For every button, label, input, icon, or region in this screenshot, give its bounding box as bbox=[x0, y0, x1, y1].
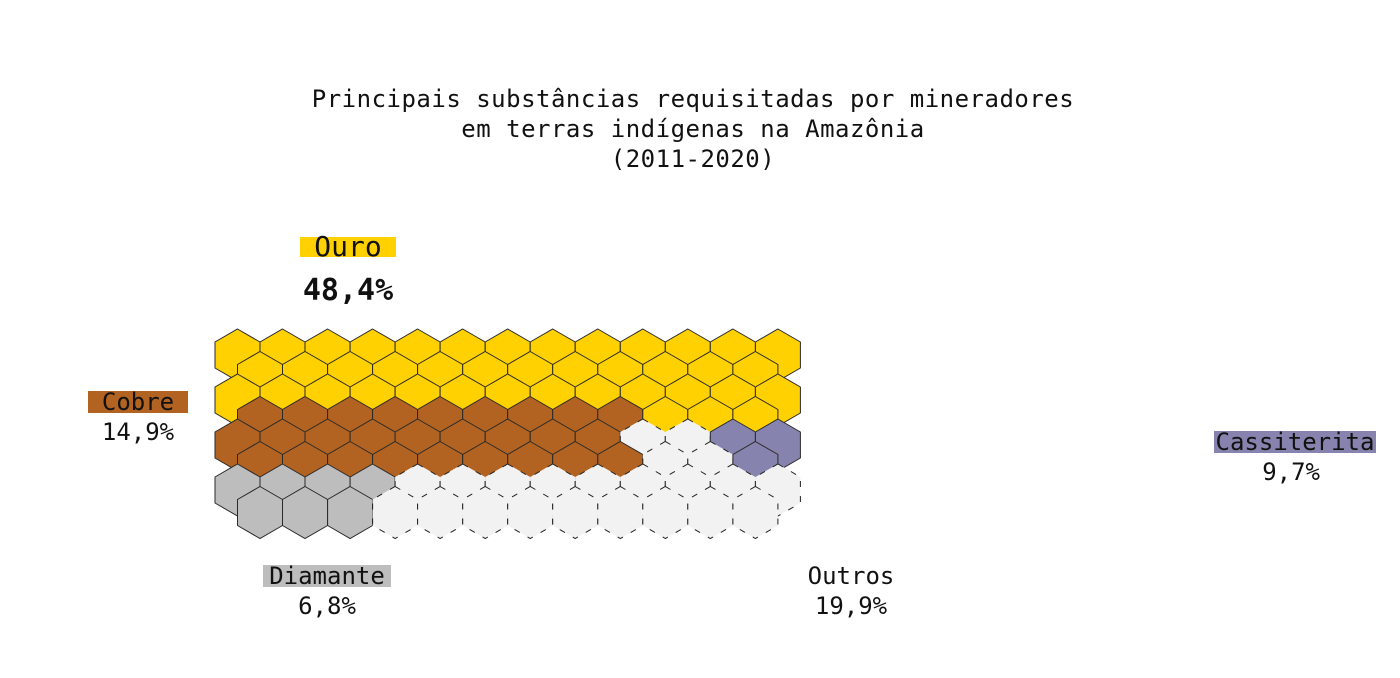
label-outros: Outros 19,9% bbox=[776, 562, 926, 620]
label-cassiterita-name: Cassiterita bbox=[1213, 428, 1377, 456]
label-ouro-percent: 48,4% bbox=[302, 273, 394, 308]
label-outros-percent: 19,9% bbox=[814, 592, 888, 620]
label-diamante: Diamante 6,8% bbox=[252, 562, 402, 620]
label-diamante-name: Diamante bbox=[263, 564, 391, 588]
hex-cell-outros bbox=[372, 485, 419, 540]
hex-cell-outros bbox=[552, 485, 599, 540]
label-ouro-name: Ouro bbox=[300, 233, 396, 261]
label-cobre-percent: 14,9% bbox=[101, 418, 175, 446]
label-ouro: Ouro 48,4% bbox=[288, 230, 408, 308]
hex-cell-outros bbox=[417, 485, 464, 540]
label-cobre: Cobre 14,9% bbox=[76, 388, 200, 446]
hex-cell-outros bbox=[462, 485, 509, 540]
hex-cell-outros bbox=[642, 485, 689, 540]
label-diamante-percent: 6,8% bbox=[298, 592, 356, 620]
hex-cell-outros bbox=[597, 485, 644, 540]
label-cassiterita: Cassiterita 9,7% bbox=[1200, 428, 1390, 486]
label-cassiterita-percent: 9,7% bbox=[1262, 458, 1320, 486]
hex-cell-outros bbox=[687, 485, 734, 540]
chart-title: Principais substâncias requisitadas por … bbox=[311, 85, 1075, 173]
label-outros-name: Outros bbox=[807, 562, 895, 590]
hex-cell-outros bbox=[732, 485, 779, 540]
hex-cell-outros bbox=[507, 485, 554, 540]
label-cobre-name: Cobre bbox=[87, 390, 189, 414]
